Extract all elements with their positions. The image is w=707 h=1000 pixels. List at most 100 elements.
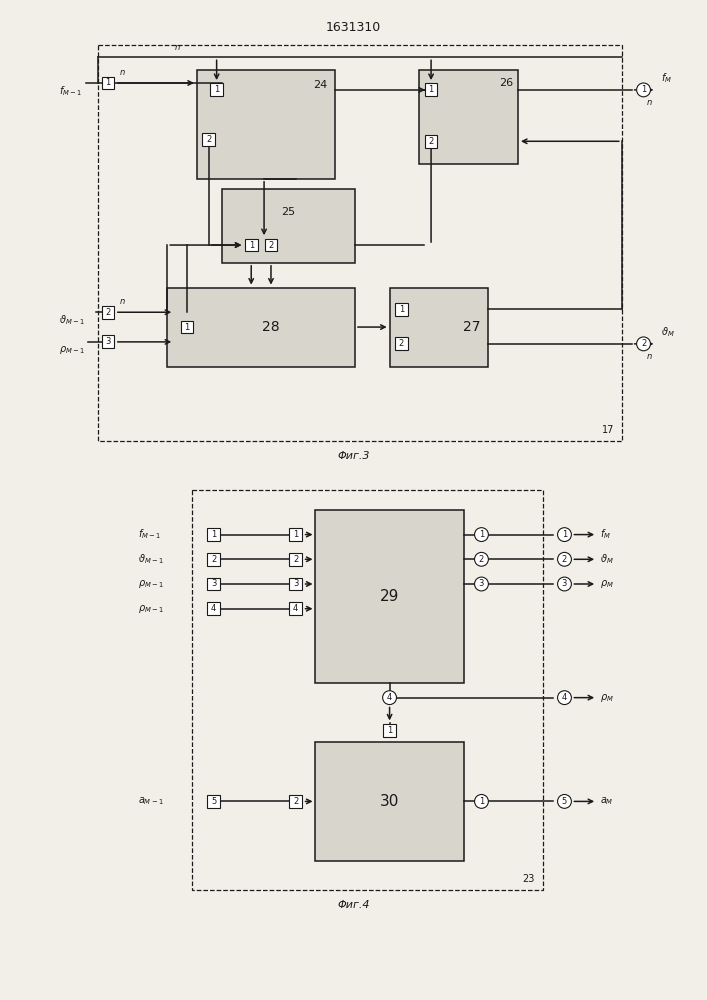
Bar [315,742,464,861]
Circle shape [558,794,571,808]
Text: n: n [647,98,652,107]
Text: 4: 4 [562,693,567,702]
Text: 23: 23 [522,874,534,884]
Text: 1: 1 [211,530,216,539]
Text: 5: 5 [562,797,567,806]
Text: 1: 1 [387,726,392,735]
Text: 1: 1 [105,78,110,87]
Bar [102,77,115,89]
Bar [210,83,223,96]
Text: 2: 2 [428,137,433,146]
Text: 25: 25 [281,207,296,217]
Circle shape [382,691,397,705]
Bar [102,335,115,348]
Bar [383,724,396,737]
Circle shape [636,337,650,351]
Text: 1: 1 [399,305,404,314]
Text: 2: 2 [562,555,567,564]
Text: 2: 2 [399,339,404,348]
Bar [221,189,355,263]
Circle shape [474,794,489,808]
Bar [202,133,215,146]
Circle shape [558,552,571,566]
Text: 29: 29 [380,589,399,604]
Text: 30: 30 [380,794,399,809]
Text: 2: 2 [206,135,211,144]
Bar [192,490,543,890]
Circle shape [474,528,489,542]
Text: n: n [120,297,125,306]
Text: $a_{M-1}$: $a_{M-1}$ [138,796,163,807]
Text: 1: 1 [185,323,189,332]
Text: 17: 17 [602,425,614,435]
Text: 1: 1 [428,85,433,94]
Text: 1: 1 [479,797,484,806]
Text: $\rho_M$: $\rho_M$ [600,692,614,704]
Text: 3: 3 [562,579,567,588]
Bar [395,337,408,350]
Text: Φиг.3: Φиг.3 [337,451,370,461]
Text: $\rho_{M-1}$: $\rho_{M-1}$ [59,344,85,356]
Bar [98,45,621,441]
Text: 4: 4 [387,693,392,702]
Circle shape [558,528,571,542]
Text: 26: 26 [499,78,513,88]
Text: n: n [120,68,125,77]
Bar [289,553,302,566]
Text: Φиг.4: Φиг.4 [337,900,370,910]
Text: 2: 2 [293,555,298,564]
Text: 2: 2 [105,308,110,317]
Bar [425,135,438,148]
Text: 1: 1 [214,85,219,94]
Text: $f_{M-1}$: $f_{M-1}$ [59,84,82,98]
Text: 1: 1 [293,530,298,539]
Bar [315,510,464,683]
Text: $\vartheta_{M-1}$: $\vartheta_{M-1}$ [59,313,84,327]
Bar [207,553,220,566]
Bar [425,83,438,96]
Bar [207,578,220,590]
Bar [197,70,335,179]
Text: $f_{M-1}$: $f_{M-1}$ [138,528,161,541]
Text: 4: 4 [293,604,298,613]
Bar [395,303,408,316]
Text: 27: 27 [463,320,481,334]
Text: 3: 3 [293,579,298,588]
Circle shape [558,577,571,591]
Bar [207,528,220,541]
Bar [207,795,220,808]
Text: 24: 24 [313,80,327,90]
Bar [102,306,115,319]
Text: $\rho_{M-1}$: $\rho_{M-1}$ [138,603,163,615]
Text: 1: 1 [641,85,646,94]
Text: 3: 3 [479,579,484,588]
Bar [289,528,302,541]
Circle shape [636,83,650,97]
Bar [245,239,257,251]
Bar [289,602,302,615]
Text: 2: 2 [269,241,274,250]
Bar [289,795,302,808]
Text: $\rho_{M-1}$: $\rho_{M-1}$ [138,578,163,590]
Bar [207,602,220,615]
Text: $f_M$: $f_M$ [661,71,672,85]
Bar [419,70,518,164]
Bar [168,288,355,367]
Text: 1: 1 [249,241,254,250]
Text: n: n [175,43,180,52]
Text: 1631310: 1631310 [326,21,381,34]
Text: 2: 2 [479,555,484,564]
Text: 1: 1 [562,530,567,539]
Text: $\vartheta_M$: $\vartheta_M$ [661,325,675,339]
Text: 2: 2 [211,555,216,564]
Text: $\rho_M$: $\rho_M$ [600,578,614,590]
Text: 5: 5 [211,797,216,806]
Text: $\vartheta_{M-1}$: $\vartheta_{M-1}$ [138,552,163,566]
Circle shape [474,552,489,566]
Text: $f_M$: $f_M$ [600,528,611,541]
Text: 3: 3 [105,337,110,346]
Text: 2: 2 [641,339,646,348]
Text: 4: 4 [211,604,216,613]
Bar [180,321,194,333]
Text: 1: 1 [479,530,484,539]
